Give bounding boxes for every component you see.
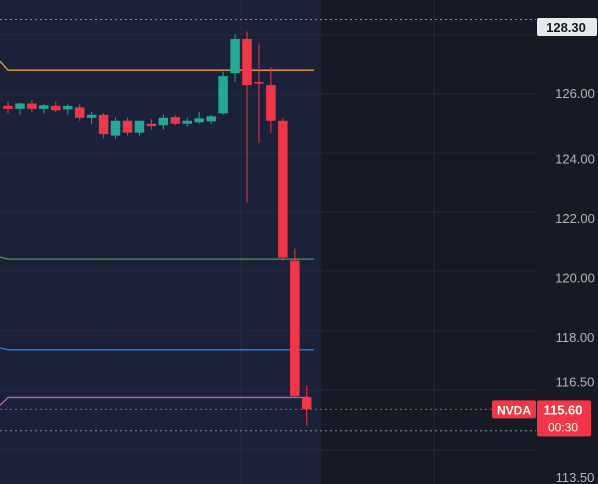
high-price-badge — [537, 18, 597, 36]
candle-body — [3, 105, 13, 109]
symbol-label: NVDA — [497, 403, 531, 417]
candle-body — [278, 120, 288, 258]
candle-body — [86, 114, 97, 118]
y-tick-label: 120.00 — [555, 270, 595, 285]
y-tick-label: 113.50 — [556, 470, 595, 484]
level-line-blue — [0, 347, 314, 351]
y-tick-label: 122.00 — [555, 211, 595, 226]
candle-body — [206, 116, 216, 122]
candle-body — [230, 38, 240, 74]
candles — [3, 31, 312, 426]
candle-body — [110, 120, 121, 136]
high-price-label: 128.30 — [546, 20, 586, 35]
y-tick-label: 116.50 — [556, 375, 595, 390]
grid — [0, 0, 536, 484]
level-line-orange — [0, 60, 314, 71]
candle-body — [27, 103, 37, 109]
range-markers — [0, 19, 536, 432]
last-price-label: 115.60 — [543, 402, 582, 417]
candle-body — [98, 114, 109, 135]
candle-body — [170, 117, 181, 124]
candle-body — [266, 85, 276, 121]
candle-body — [39, 105, 49, 109]
candle-body — [122, 120, 133, 133]
last-price-badge — [537, 400, 591, 437]
candle-body — [158, 117, 169, 126]
session-highlight — [0, 0, 321, 484]
y-tick-label: 118.00 — [556, 330, 595, 345]
y-tick-label: 126.00 — [555, 86, 595, 101]
candle-body — [194, 118, 204, 123]
y-tick-label: 124.00 — [555, 151, 595, 166]
candle-body — [254, 82, 264, 84]
candle-body — [182, 120, 192, 124]
candle-body — [242, 38, 252, 86]
candle-body — [218, 76, 228, 114]
price-badges: 128.30 NVDA 115.60 00:30 — [492, 18, 597, 437]
y-axis-ticks: 126.00 124.00 122.00 120.00 118.00 116.50 113.… — [555, 86, 595, 484]
candle-body — [290, 260, 300, 396]
symbol-badge — [492, 400, 536, 419]
candle-body — [302, 397, 312, 410]
candle-body — [51, 105, 61, 111]
candle-body — [15, 103, 25, 109]
countdown-label: 00:30 — [548, 420, 578, 434]
level-line-green — [0, 256, 314, 260]
candle-body — [134, 120, 145, 133]
candle-body — [146, 123, 157, 127]
candle-body — [74, 107, 85, 118]
candle-body — [63, 105, 73, 110]
